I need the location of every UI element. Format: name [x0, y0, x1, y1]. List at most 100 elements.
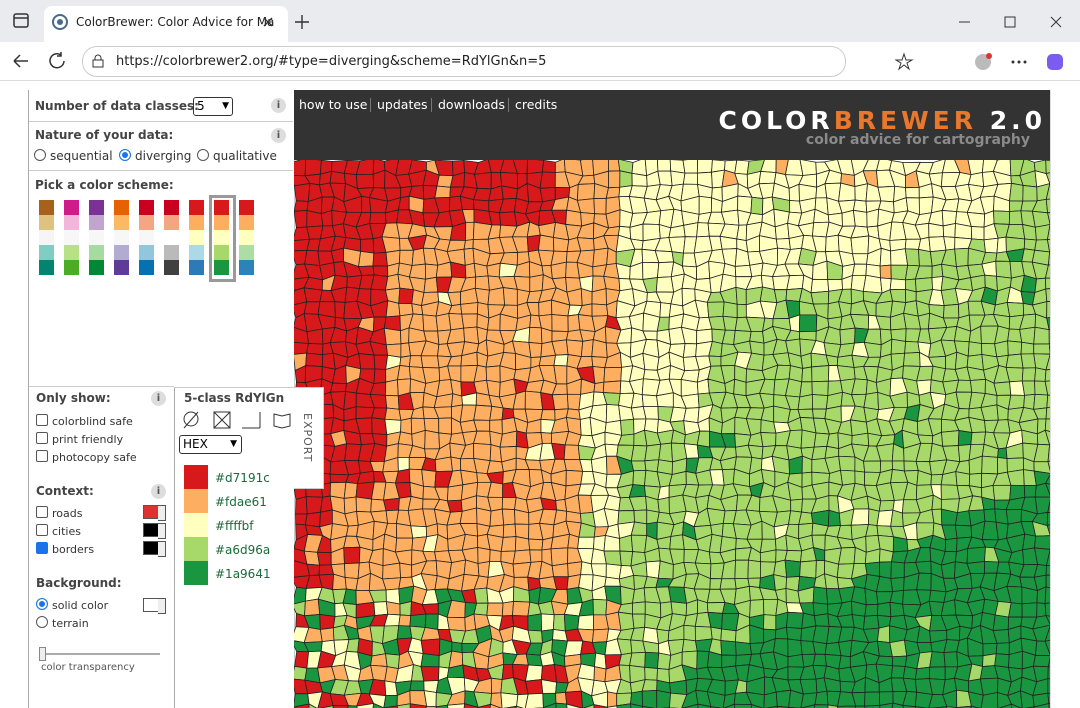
- scheme-swatch[interactable]: [114, 260, 129, 275]
- scheme-swatch[interactable]: [39, 230, 54, 245]
- scheme-swatch[interactable]: [239, 260, 254, 275]
- scheme-swatch[interactable]: [114, 215, 129, 230]
- scheme-swatch[interactable]: [189, 245, 204, 260]
- scheme-swatch[interactable]: [114, 230, 129, 245]
- scheme-swatch[interactable]: [214, 245, 229, 260]
- scheme-swatch[interactable]: [64, 200, 79, 215]
- color-picker[interactable]: [143, 523, 159, 537]
- scheme-swatch[interactable]: [239, 245, 254, 260]
- scheme-swatch[interactable]: [189, 230, 204, 245]
- info-icon[interactable]: i: [271, 128, 286, 143]
- county: [631, 613, 646, 629]
- scheme-swatch[interactable]: [164, 230, 179, 245]
- radio[interactable]: [119, 149, 131, 161]
- tab-actions[interactable]: [12, 12, 30, 30]
- scheme-swatch[interactable]: [214, 215, 229, 230]
- county: [605, 404, 621, 424]
- checkbox[interactable]: [36, 542, 48, 554]
- scheme-swatch[interactable]: [139, 230, 154, 245]
- active-tab[interactable]: [44, 6, 288, 42]
- checkbox[interactable]: [36, 506, 48, 518]
- scheme-swatch[interactable]: [139, 200, 154, 215]
- scheme-swatch[interactable]: [64, 215, 79, 230]
- scheme-swatch[interactable]: [239, 230, 254, 245]
- county: [617, 611, 635, 631]
- nav-link[interactable]: downloads: [438, 97, 505, 112]
- scheme-swatch[interactable]: [39, 260, 54, 275]
- scheme-swatch[interactable]: [64, 230, 79, 245]
- county: [502, 287, 518, 306]
- radio[interactable]: [197, 149, 209, 161]
- county: [798, 314, 818, 333]
- checkbox[interactable]: [36, 450, 48, 462]
- color-dropdown[interactable]: [158, 523, 166, 539]
- address-bar[interactable]: [82, 46, 846, 77]
- legend-icons[interactable]: [180, 410, 295, 432]
- radio[interactable]: [36, 598, 48, 610]
- new-tab[interactable]: [294, 14, 310, 30]
- scheme-swatch[interactable]: [164, 200, 179, 215]
- county: [917, 434, 934, 444]
- color-dropdown[interactable]: [158, 598, 166, 614]
- county: [540, 679, 558, 694]
- classes-select[interactable]: 5 ▼: [193, 97, 233, 116]
- color-picker[interactable]: [143, 505, 159, 519]
- scheme-swatch[interactable]: [89, 215, 104, 230]
- nav-link[interactable]: credits: [515, 97, 558, 112]
- scheme-swatch[interactable]: [39, 245, 54, 260]
- scheme-swatch[interactable]: [139, 215, 154, 230]
- county: [619, 170, 633, 188]
- nav-link[interactable]: how to use: [299, 97, 368, 112]
- scheme-swatch[interactable]: [214, 260, 229, 275]
- scheme-swatch[interactable]: [139, 260, 154, 275]
- scheme-swatch[interactable]: [214, 200, 229, 215]
- scheme-swatch[interactable]: [39, 215, 54, 230]
- radio[interactable]: [36, 616, 48, 628]
- scheme-swatch[interactable]: [189, 215, 204, 230]
- scheme-swatch[interactable]: [214, 230, 229, 245]
- scheme-swatch[interactable]: [89, 245, 104, 260]
- scheme-swatch[interactable]: [114, 200, 129, 215]
- nav-buttons[interactable]: [10, 50, 70, 72]
- checkbox[interactable]: [36, 524, 48, 536]
- window-controls[interactable]: [956, 14, 1066, 30]
- map[interactable]: [294, 160, 1050, 708]
- scheme-swatch[interactable]: [64, 260, 79, 275]
- scheme-swatch[interactable]: [164, 245, 179, 260]
- color-dropdown[interactable]: [158, 505, 166, 521]
- slider-handle[interactable]: [39, 647, 46, 661]
- scheme-swatch[interactable]: [89, 230, 104, 245]
- info-icon[interactable]: i: [271, 98, 286, 113]
- close-tab[interactable]: [262, 16, 274, 28]
- scheme-swatch[interactable]: [139, 245, 154, 260]
- scheme-swatch[interactable]: [89, 260, 104, 275]
- checkbox[interactable]: [36, 432, 48, 444]
- scheme-swatch[interactable]: [39, 200, 54, 215]
- scheme-swatch[interactable]: [164, 215, 179, 230]
- color-picker[interactable]: [143, 541, 159, 555]
- toolbar-icons[interactable]: [895, 52, 1075, 72]
- scheme-swatch[interactable]: [189, 200, 204, 215]
- county: [680, 378, 699, 397]
- radio[interactable]: [34, 149, 46, 161]
- county: [529, 274, 544, 293]
- scheme-swatch[interactable]: [114, 245, 129, 260]
- color-dropdown[interactable]: [158, 541, 166, 557]
- county: [1036, 602, 1047, 618]
- scheme-swatch[interactable]: [89, 200, 104, 215]
- scheme-swatch[interactable]: [64, 245, 79, 260]
- county: [329, 170, 346, 184]
- county: [1044, 474, 1050, 485]
- scheme-swatch[interactable]: [239, 215, 254, 230]
- scheme-swatch[interactable]: [164, 260, 179, 275]
- county: [784, 559, 801, 578]
- info-icon[interactable]: i: [151, 391, 166, 406]
- export-tab[interactable]: EXPORT: [301, 413, 314, 463]
- color-picker[interactable]: [143, 598, 159, 612]
- scheme-swatch[interactable]: [189, 260, 204, 275]
- info-icon[interactable]: i: [151, 484, 166, 499]
- checkbox[interactable]: [36, 414, 48, 426]
- scheme-swatch[interactable]: [239, 200, 254, 215]
- format-select[interactable]: HEX ▼: [179, 435, 242, 454]
- nav-link[interactable]: updates: [377, 97, 428, 112]
